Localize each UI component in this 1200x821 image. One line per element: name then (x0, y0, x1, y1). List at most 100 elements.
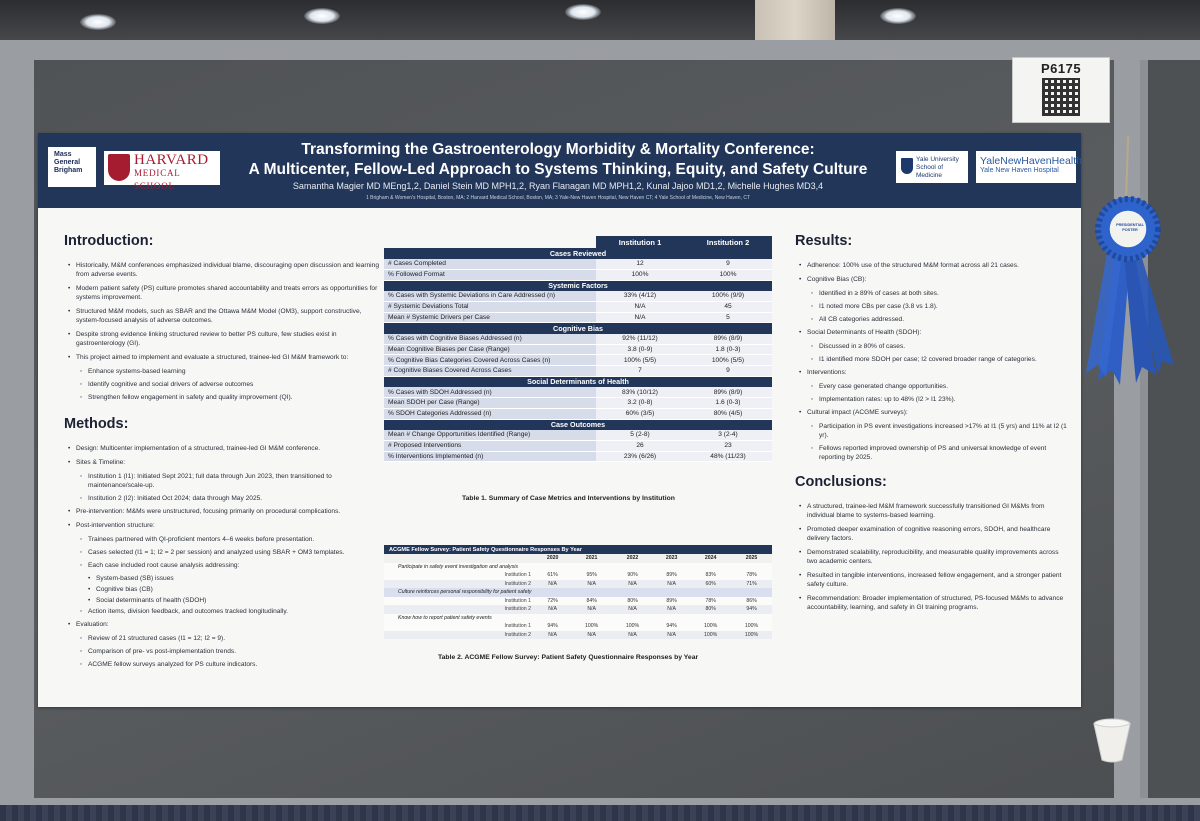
bullet-item: I1 identified more SDOH per case; I2 cov… (795, 355, 1070, 364)
table-row: % Cases with Systemic Deviations in Care… (384, 290, 772, 302)
survey-value: 100% (731, 630, 772, 639)
survey-value: 94% (731, 605, 772, 614)
survey-value: 60% (690, 579, 732, 588)
survey-value: 61% (534, 571, 572, 580)
section-title: Systemic Factors (384, 280, 772, 291)
table-row: Mean # Systemic Drivers per Case N/A 5 (384, 312, 772, 324)
survey-value: 100% (690, 630, 732, 639)
survey-value: N/A (534, 630, 572, 639)
metric-value: 12 (596, 258, 684, 270)
title-line: Transforming the Gastroenterology Morbid… (301, 141, 815, 158)
column-header (384, 236, 596, 248)
column-header: Institution 1 (596, 236, 684, 248)
survey-value: N/A (571, 579, 613, 588)
harvard-shield-icon (108, 154, 130, 181)
institution-label: Institution 2 (384, 605, 534, 614)
table-row: % Followed Format 100% 100% (384, 269, 772, 281)
survey-value: 78% (731, 571, 772, 580)
bullet-item: Institution 1 (I1): Initiated Sept 2021;… (64, 472, 384, 490)
survey-value: 89% (652, 596, 691, 605)
question-text: Culture reinforces personal responsibili… (384, 588, 772, 597)
metric-label: % Followed Format (384, 269, 596, 281)
survey-value: N/A (571, 605, 613, 614)
survey-value: 78% (690, 596, 732, 605)
question-row: Culture reinforces personal responsibili… (384, 588, 772, 597)
institution-label: Institution 1 (384, 596, 534, 605)
survey-value: 100% (690, 622, 732, 631)
case-metrics-table: Institution 1 Institution 2 Cases Reviewed… (384, 236, 772, 463)
metric-value: 92% (11/12) (596, 333, 684, 345)
table-row: # Cases Completed 12 9 (384, 258, 772, 270)
survey-value: 94% (534, 622, 572, 631)
metric-value: 5 (2-8) (596, 429, 684, 441)
metric-value: 89% (8/9) (684, 386, 772, 399)
bullet-item: Cognitive Bias (CB): (795, 275, 1070, 284)
metric-value: 100% (5/5) (684, 354, 772, 367)
survey-row: Institution 2 N/A N/A N/A N/A 80% 94% (384, 605, 772, 614)
survey-row: Institution 1 61% 95% 90% 89% 83% 78% (384, 571, 772, 580)
survey-row: Institution 2 N/A N/A N/A N/A 100% 100% (384, 630, 772, 639)
metric-value: 1.6 (0-3) (684, 397, 772, 409)
presidential-ribbon-icon (1086, 196, 1174, 385)
section-title: Cases Reviewed (384, 248, 772, 259)
results-list: Adherence: 100% use of the structured M&… (795, 261, 1070, 462)
table-row: % Cognitive Bias Categories Covered Acro… (384, 354, 772, 367)
methods-heading: Methods: (64, 416, 129, 432)
table1-caption: Table 1. Summary of Case Metrics and Int… (462, 495, 675, 502)
bullet-item: Social determinants of health (SDOH) (64, 596, 384, 605)
table-row: # Systemic Deviations Total N/A 45 (384, 301, 772, 313)
metric-label: % Cognitive Bias Categories Covered Acro… (384, 354, 596, 367)
metric-value: N/A (596, 312, 684, 324)
year-header: 2020 (534, 554, 572, 563)
bullet-item: Cases selected (I1 = 1; I2 = 2 per sessi… (64, 548, 384, 557)
bullet-item: Social Determinants of Health (SDOH): (795, 328, 1070, 337)
yale-logo-line: School of Medicine (916, 164, 944, 179)
bullet-item: Cultural impact (ACGME surveys): (795, 408, 1070, 417)
title-line: A Multicenter, Fellow-Led Approach to Sy… (248, 161, 868, 178)
survey-value: N/A (652, 630, 691, 639)
metric-value: 100% (5/5) (596, 354, 684, 367)
table-section-row: Case Outcomes (384, 419, 772, 430)
survey-value: 86% (731, 596, 772, 605)
metric-value: 100% (9/9) (684, 290, 772, 302)
adjacent-board (1140, 60, 1200, 798)
metric-value: 7 (596, 365, 684, 377)
table-row: Mean # Change Opportunities Identified (… (384, 429, 772, 441)
paper-cup-icon (1093, 718, 1131, 763)
survey-value: 95% (571, 571, 613, 580)
question-text: Participate in safety event investigatio… (384, 562, 772, 571)
blank-header (384, 554, 534, 563)
harvard-logo-line: MEDICAL SCHOOL (134, 168, 181, 191)
bullet-item: Each case included root cause analysis a… (64, 561, 384, 570)
bullet-item: Participation in PS event investigations… (795, 422, 1070, 440)
bullet-item: Design: Multicenter implementation of a … (64, 444, 384, 453)
survey-value: 71% (731, 579, 772, 588)
table-row: % SDOH Categories Addressed (n) 60% (3/5)… (384, 408, 772, 420)
carpet (0, 805, 1200, 821)
metric-label: Mean SDOH per Case (Range) (384, 397, 596, 409)
institution-label: Institution 1 (384, 622, 534, 631)
institution-label: Institution 2 (384, 579, 534, 588)
section-title: Cognitive Bias (384, 322, 772, 334)
table-row: Mean SDOH per Case (Range) 3.2 (0-8) 1.6 (… (384, 397, 772, 409)
mgb-logo-line: General (54, 159, 81, 166)
survey-value: N/A (612, 630, 653, 639)
metric-value: 48% (11/23) (684, 451, 772, 463)
affiliations: 1 Brigham & Women's Hospital, Boston, MA… (366, 195, 750, 201)
survey-value: N/A (534, 579, 572, 588)
bullet-item: Resulted in tangible interventions, incr… (795, 571, 1070, 589)
bullet-item: Every case generated change opportunitie… (795, 382, 1070, 391)
bullet-item: A structured, trainee-led M&M framework … (795, 502, 1070, 520)
table-row: Mean Cognitive Biases per Case (Range) 3.… (384, 344, 772, 356)
bullet-item: Cognitive bias (CB) (64, 585, 384, 594)
metric-value: 23% (6/26) (596, 451, 684, 463)
survey-value: N/A (652, 579, 691, 588)
conclusions-heading: Conclusions: (795, 474, 887, 490)
ceiling-light (80, 14, 116, 30)
table-header-row: Institution 1 Institution 2 (384, 236, 772, 248)
yale-logo: Yale University School of Medicine (896, 151, 968, 183)
metric-value: 3.8 (0-9) (596, 344, 684, 356)
survey-row: Institution 2 N/A N/A N/A N/A 60% 71% (384, 579, 772, 588)
question-row: Participate in safety event investigatio… (384, 562, 772, 571)
bullet-item: All CB categories addressed. (795, 315, 1070, 324)
